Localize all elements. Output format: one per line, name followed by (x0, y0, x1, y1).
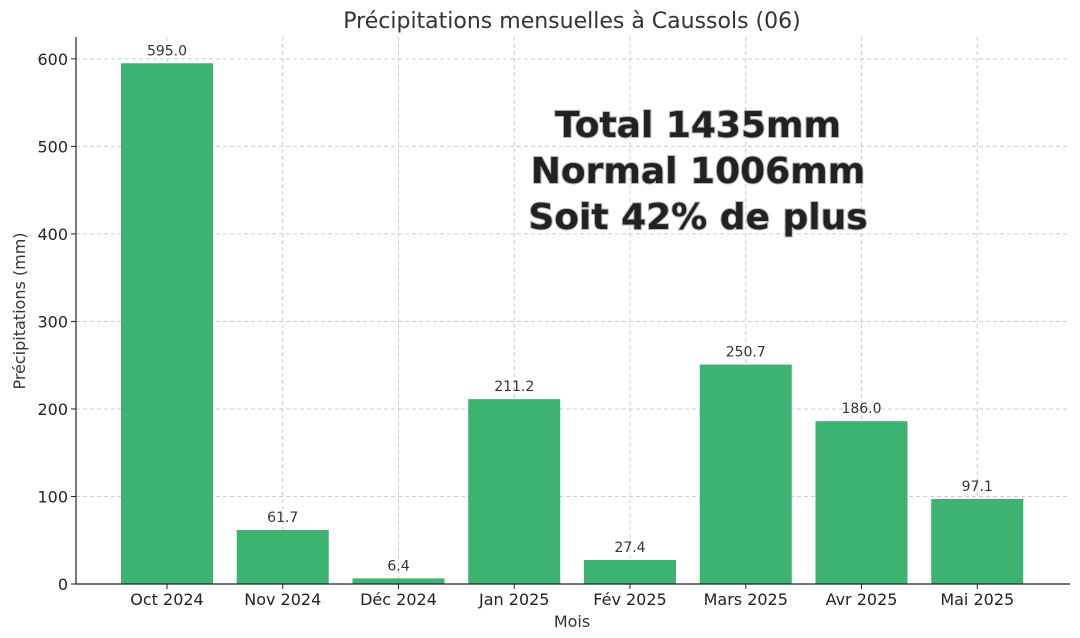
bar-value-label: 6.4 (387, 558, 409, 574)
bar (584, 560, 676, 584)
y-tick-label: 200 (37, 400, 68, 419)
bar (236, 530, 329, 584)
bar-value-label: 211.2 (494, 379, 534, 395)
annotation-line: Soit 42% de plus (528, 197, 867, 238)
y-tick-label: 300 (37, 312, 68, 331)
chart-title: Précipitations mensuelles à Caussols (06… (343, 9, 800, 34)
bar-value-label: 595.0 (147, 43, 187, 59)
bar (352, 578, 445, 584)
bars (121, 63, 1024, 585)
y-tick-label: 100 (37, 487, 68, 506)
annotation-box: Total 1435mm Normal 1006mm Soit 42% de plu… (527, 104, 868, 239)
data-labels: 595.0 61.7 6.4 211.2 27.4 250.7 186.0 97.1 (147, 43, 993, 574)
bar (931, 499, 1024, 584)
x-tick-label: Avr 2025 (826, 590, 898, 609)
axes: 0 100 200 300 400 500 600 Oct 2024 Nov 2024 Déc 2… (37, 37, 1070, 609)
x-tick-label: Fév 2025 (593, 590, 666, 609)
y-tick-label: 400 (37, 225, 68, 244)
x-axis-label: Mois (554, 612, 590, 631)
bar (121, 63, 213, 585)
bar (815, 421, 908, 584)
bar-value-label: 97.1 (962, 479, 993, 495)
bar-value-label: 61.7 (267, 510, 298, 526)
annotation-line: Total 1435mm (555, 105, 841, 146)
x-tick-label: Mars 2025 (704, 590, 788, 609)
bar-value-label: 186.0 (841, 401, 881, 417)
bar-value-label: 250.7 (726, 345, 766, 361)
bar (699, 364, 792, 584)
bar-value-label: 27.4 (614, 540, 645, 556)
x-tick-label: Déc 2024 (360, 590, 437, 609)
x-tick-label: Mai 2025 (940, 590, 1014, 609)
y-tick-label: 500 (37, 137, 68, 156)
x-tick-label: Nov 2024 (244, 590, 321, 609)
annotation-line: Normal 1006mm (531, 151, 866, 192)
x-tick-label: Oct 2024 (130, 590, 203, 609)
bar (468, 399, 561, 584)
y-tick-label: 0 (58, 575, 68, 594)
y-tick-label: 600 (37, 50, 68, 69)
y-axis-label: Précipitations (mm) (10, 232, 29, 389)
x-tick-label: Jan 2025 (478, 590, 549, 609)
